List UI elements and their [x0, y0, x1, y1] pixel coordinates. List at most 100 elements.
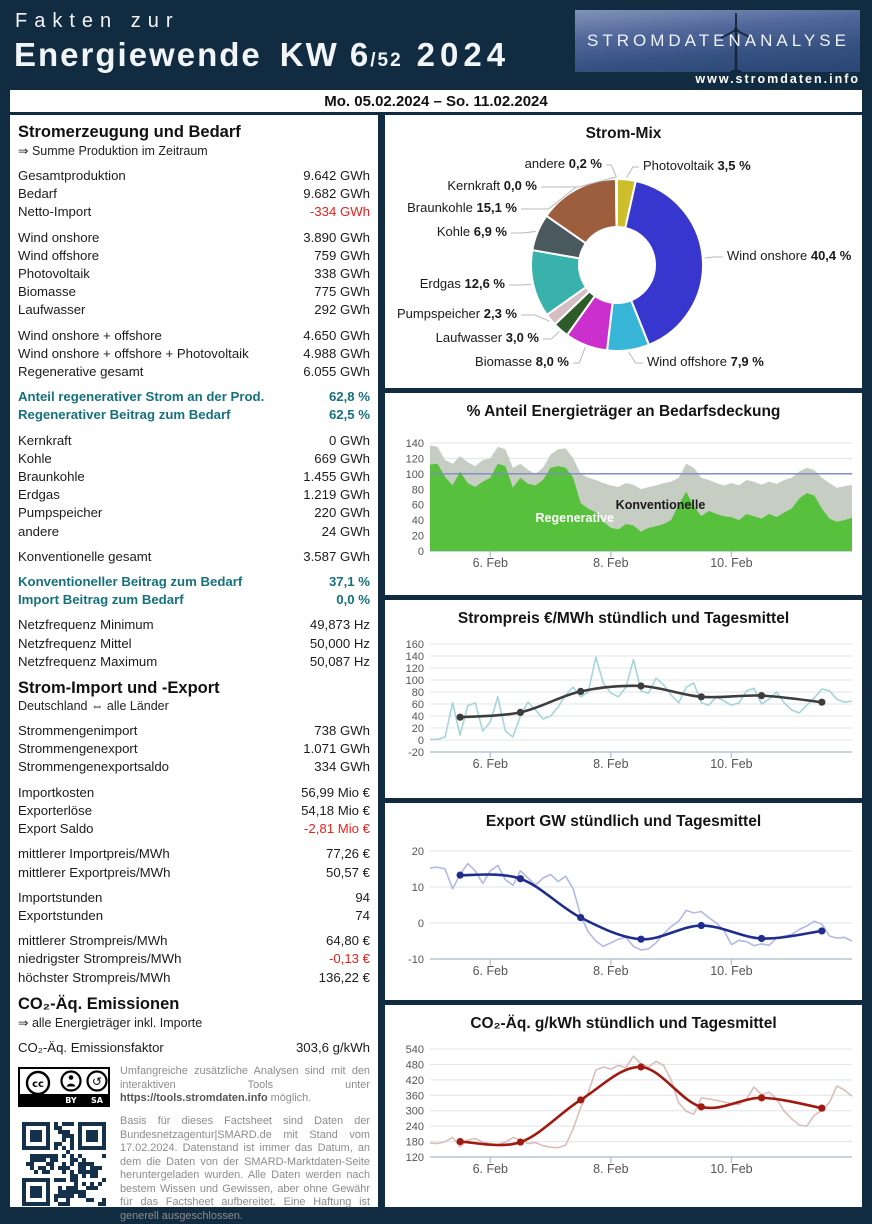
export-title: Export GW stündlich und Tagesmittel: [485, 813, 762, 830]
row-label: mittlerer Exportpreis/MWh: [18, 864, 171, 880]
header-title-line1: Fakten zur: [15, 10, 180, 32]
data-row: Strommengenimport 738 GWh: [18, 722, 370, 740]
stromdaten-logo: STROMDATEN ANALYSE: [575, 10, 860, 72]
row-label: Kernkraft: [18, 432, 72, 448]
row-label: andere: [18, 523, 60, 539]
svg-text:40: 40: [412, 711, 424, 723]
row-value: 64,80 €: [326, 933, 370, 949]
svg-text:360: 360: [406, 1090, 424, 1102]
header-kw-denominator: /52: [370, 50, 403, 71]
row-value: 6.055 GWh: [303, 364, 370, 380]
data-row: Regenerativer Beitrag zum Bedarf 62,5 %: [18, 406, 370, 424]
logo-url: www.stromdaten.info: [695, 72, 860, 86]
donut-label-kernkraft: Kernkraft 0,0 %: [447, 178, 537, 193]
row-label: Strommengenimport: [18, 723, 138, 739]
svg-text:6. Feb: 6. Feb: [473, 556, 508, 570]
row-label: mittlerer Importpreis/MWh: [18, 846, 170, 862]
row-label: Wind onshore + offshore + Photovoltaik: [18, 345, 249, 361]
bedarfsdeckung-area-chart: 0 20 40 60 80 100 120 140 6. Feb 8. Feb 10. Feb: [406, 438, 852, 570]
tools-note-post: möglich.: [267, 1092, 312, 1105]
row-value: 62,5 %: [328, 407, 370, 423]
svg-text:480: 480: [406, 1059, 424, 1071]
row-label: Netzfrequenz Minimum: [18, 617, 154, 633]
row-label: mittlerer Strompreis/MWh: [18, 933, 168, 949]
row-value: -334 GWh: [309, 204, 370, 220]
row-value: 50,087 Hz: [309, 653, 370, 669]
data-row: Pumpspeicher 220 GWh: [18, 504, 370, 522]
row-group: Wind onshore 3.890 GWh Wind offshore 759 GW…: [18, 229, 370, 320]
row-value: 74: [355, 907, 370, 923]
svg-text:BY: BY: [65, 1096, 77, 1105]
row-label: Strommengenexportsaldo: [18, 759, 170, 775]
row-value: 3.587 GWh: [303, 548, 370, 564]
row-value: 9.642 GWh: [303, 168, 370, 183]
export-panel: Export GW stündlich und Tagesmittel -10 0…: [385, 803, 862, 1000]
svg-text:↺: ↺: [92, 1074, 102, 1088]
donut-label-photovoltaik: Photovoltaik 3,5 %: [643, 158, 751, 173]
row-label: niedrigster Strompreis/MWh: [18, 951, 182, 967]
row-value: 37,1 %: [328, 574, 370, 590]
row-group: Strommengenimport 738 GWh Strommengenexpor…: [18, 722, 370, 777]
row-group: Anteil regenerativer Strom an der Prod. 6…: [18, 388, 370, 424]
row-label: Importstunden: [18, 889, 103, 905]
section: CO₂-Äq. Emissionen ⇒ alle Energieträger i…: [18, 995, 370, 1057]
data-row: Bedarf 9.682 GWh: [18, 185, 370, 203]
svg-text:8. Feb: 8. Feb: [593, 757, 628, 771]
row-value: 303,6 g/kWh: [295, 1039, 370, 1055]
donut-label-biomasse: Biomasse 8,0 %: [475, 354, 569, 369]
row-label: Wind onshore + offshore: [18, 327, 162, 343]
row-value: 292 GWh: [314, 302, 370, 318]
wind-turbine-icon: [720, 13, 752, 72]
row-label: Photovoltaik: [18, 266, 90, 282]
svg-text:20: 20: [412, 723, 424, 735]
svg-text:140: 140: [406, 651, 424, 663]
row-group: Netzfrequenz Minimum 49,873 Hz Netzfrequen…: [18, 616, 370, 671]
row-label: Gesamtproduktion: [18, 168, 126, 183]
bedarfsdeckung-panel: % Anteil Energieträger an Bedarfsdeckung…: [385, 393, 862, 595]
row-value: 0,0 %: [336, 592, 370, 608]
row-label: Konventioneller Beitrag zum Bedarf: [18, 574, 243, 590]
data-row: Importstunden 94: [18, 889, 370, 907]
donut-label-andere: andere 0,2 %: [524, 156, 602, 171]
row-label: CO₂-Äq. Emissionsfaktor: [18, 1039, 164, 1055]
row-group: Importstunden 94 Exportstunden 74: [18, 889, 370, 925]
svg-text:540: 540: [406, 1044, 424, 1056]
header-kw: KW 6: [279, 36, 371, 73]
svg-text:300: 300: [406, 1106, 424, 1118]
row-group: Wind onshore + offshore 4.650 GWh Wind ons…: [18, 327, 370, 382]
row-label: Exporterlöse: [18, 802, 93, 818]
co2-line-chart: 120 180 240 300 360 420 480 540 6. Feb 8. Feb 10. …: [406, 1044, 853, 1176]
section-title: Stromerzeugung und Bedarf: [18, 123, 241, 141]
svg-text:420: 420: [406, 1075, 424, 1087]
row-value: 77,26 €: [326, 846, 370, 862]
row-label: Export Saldo: [18, 821, 94, 837]
data-row: Gesamtproduktion 9.642 GWh: [18, 167, 370, 185]
svg-text:120: 120: [406, 453, 424, 465]
tools-link[interactable]: https://tools.stromdaten.info: [120, 1092, 268, 1105]
row-group: Kernkraft 0 GWh Kohle 669 GWh Braunkohle 1.45…: [18, 432, 370, 541]
svg-text:6. Feb: 6. Feb: [473, 1162, 508, 1176]
co2-title: CO₂-Äq. g/kWh stündlich und Tagesmittel: [470, 1015, 777, 1032]
svg-text:80: 80: [412, 484, 424, 496]
data-row: Strommengenexport 1.071 GWh: [18, 740, 370, 758]
left-data-panel: Stromerzeugung und Bedarf ⇒ Summe Produkt…: [10, 115, 378, 1222]
data-row: Wind onshore + offshore 4.650 GWh: [18, 327, 370, 345]
row-group: Konventionelle gesamt 3.587 GWh: [18, 548, 370, 566]
svg-text:0: 0: [418, 546, 424, 558]
row-value: 4.988 GWh: [303, 345, 370, 361]
svg-text:120: 120: [406, 1152, 424, 1164]
section-subtitle: Deutschland ⇔ alle Länder: [18, 699, 169, 714]
logo-text-left: STROMDATEN: [587, 31, 745, 50]
row-value: 775 GWh: [314, 284, 370, 300]
row-label: Strommengenexport: [18, 741, 138, 757]
donut-label-laufwasser: Laufwasser 3,0 %: [435, 330, 539, 345]
row-value: 9.682 GWh: [303, 186, 370, 202]
svg-text:140: 140: [406, 438, 424, 450]
data-row: Konventioneller Beitrag zum Bedarf 37,1 %: [18, 573, 370, 591]
svg-text:8. Feb: 8. Feb: [593, 1162, 628, 1176]
data-row: Importkosten 56,99 Mio €: [18, 784, 370, 802]
row-label: Kohle: [18, 450, 52, 466]
row-value: 334 GWh: [314, 759, 370, 775]
svg-text:8. Feb: 8. Feb: [593, 556, 628, 570]
